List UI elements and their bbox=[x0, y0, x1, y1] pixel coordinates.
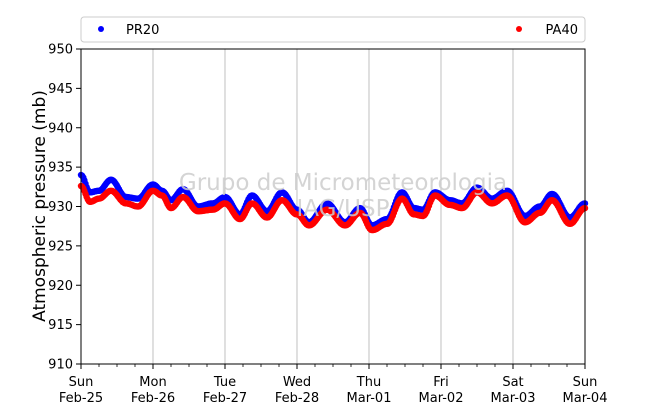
y-tick-label: 930 bbox=[48, 200, 73, 215]
legend-label: PA40 bbox=[546, 23, 578, 38]
x-tick-day-label: Tue bbox=[213, 375, 236, 390]
y-tick-label: 910 bbox=[48, 358, 73, 373]
y-axis: 910 915 920 925 930 935 940 945 950 bbox=[48, 43, 81, 373]
series-PA40 bbox=[77, 182, 589, 234]
x-tick-date-label: Feb-27 bbox=[203, 391, 247, 406]
legend: PR20 PA40 bbox=[80, 16, 586, 43]
y-tick-label: 945 bbox=[48, 82, 73, 97]
legend-marker bbox=[516, 26, 522, 32]
legend-box bbox=[80, 16, 586, 43]
x-tick-date-label: Feb-28 bbox=[275, 391, 319, 406]
data-points bbox=[77, 171, 589, 234]
x-tick-day-label: Sat bbox=[502, 375, 523, 390]
x-tick-date-label: Mar-04 bbox=[563, 391, 608, 406]
x-tick-day-label: Thu bbox=[356, 375, 381, 390]
x-tick-date-label: Feb-26 bbox=[131, 391, 175, 406]
x-tick-date-label: Mar-01 bbox=[347, 391, 392, 406]
x-tick-date-label: Feb-25 bbox=[59, 391, 103, 406]
y-tick-label: 950 bbox=[48, 43, 73, 58]
watermark-line: Grupo de Micrometeorologia bbox=[179, 170, 507, 196]
y-tick-label: 925 bbox=[48, 239, 73, 254]
y-tick-label: 935 bbox=[48, 161, 73, 176]
y-tick-label: 940 bbox=[48, 121, 73, 136]
x-axis: SunFeb-25MonFeb-26TueFeb-27WedFeb-28ThuM… bbox=[59, 364, 608, 406]
y-axis-label: Atmospheric pressure (mb) bbox=[30, 90, 50, 322]
y-tick-label: 920 bbox=[48, 279, 73, 294]
x-tick-day-label: Mon bbox=[139, 375, 166, 390]
y-tick-label: 915 bbox=[48, 318, 73, 333]
x-tick-date-label: Mar-03 bbox=[491, 391, 536, 406]
x-tick-date-label: Mar-02 bbox=[419, 391, 464, 406]
watermark-line: IAG/USP bbox=[297, 196, 390, 222]
legend-label: PR20 bbox=[126, 23, 159, 38]
x-tick-day-label: Fri bbox=[433, 375, 449, 390]
x-tick-day-label: Sun bbox=[573, 375, 598, 390]
legend-marker bbox=[98, 26, 104, 32]
x-tick-day-label: Wed bbox=[283, 375, 311, 390]
x-tick-day-label: Sun bbox=[69, 375, 94, 390]
